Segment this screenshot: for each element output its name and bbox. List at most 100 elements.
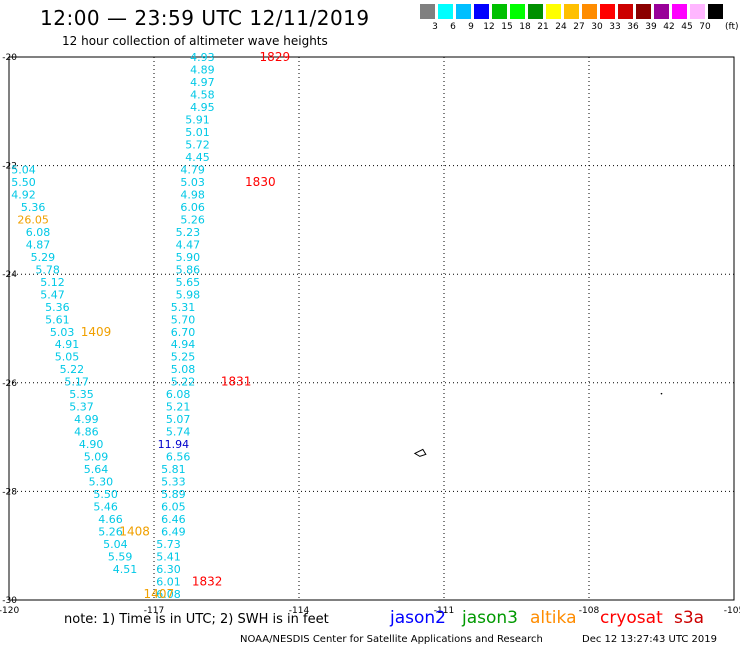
wave-height-label: 5.65 [176,276,201,289]
timestamp-text: Dec 12 13:27:43 UTC 2019 [582,634,717,645]
scale-label: 24 [555,22,567,32]
wave-height-label: 5.12 [40,276,65,289]
footer-note: note: 1) Time is in UTC; 2) SWH is in fe… [64,612,329,627]
scale-label: 15 [501,22,513,32]
pass-label: 1407 [144,587,175,601]
pass-label: 1408 [119,525,150,539]
wave-height-label: 26.05 [17,213,49,226]
wave-height-label: 4.92 [11,188,36,201]
scale-swatch [474,4,489,19]
x-tick-label: -111 [434,606,454,616]
wave-height-label: 5.35 [69,388,94,401]
wave-height-label: 5.22 [171,376,196,389]
scale-label: 45 [681,22,693,32]
wave-height-label: 4.47 [176,238,201,251]
wave-height-label: 4.99 [74,413,99,426]
scale-label: 36 [627,22,639,32]
wave-height-label: 6.56 [166,451,191,464]
scale-swatch [654,4,669,19]
scale-swatch [708,4,723,19]
scale-swatch [546,4,561,19]
scale-swatch [456,4,471,19]
wave-height-label: 4.79 [180,163,205,176]
wave-height-label: 5.21 [166,401,191,414]
wave-height-label: 4.91 [55,338,80,351]
plot-frame [8,56,735,601]
wave-height-label: 5.08 [171,363,196,376]
x-tick-label: -114 [289,606,310,616]
wave-height-label: 5.04 [103,538,128,551]
wave-height-label: 6.46 [161,513,186,526]
pass-label: 1830 [245,175,276,189]
wave-height-label: 4.51 [113,563,138,576]
wave-height-label: 5.90 [176,251,201,264]
scale-label: 39 [645,22,657,32]
wave-height-label: 4.87 [26,238,51,251]
wave-height-label: 5.31 [171,301,196,314]
wave-height-label: 5.47 [40,288,65,301]
wave-height-label: 5.46 [93,501,118,514]
scale-label: 6 [450,22,456,32]
scale-swatch [528,4,543,19]
wave-height-label: 5.25 [171,351,196,364]
y-tick-label: -24 [2,270,17,280]
wave-height-label: 5.41 [156,551,181,564]
wave-height-label: 5.72 [185,138,210,151]
pass-label: 1829 [260,50,291,64]
scale-swatch [672,4,687,19]
wave-height-label: 5.29 [31,251,56,264]
wave-height-label: 5.91 [185,113,210,126]
wave-height-label: 4.58 [190,88,215,101]
wave-height-label: 5.74 [166,426,191,439]
wave-height-label: 5.36 [45,301,70,314]
wave-height-label: 5.26 [98,526,123,539]
y-tick-label: -26 [2,379,17,389]
wave-height-label: 5.61 [45,313,70,326]
wave-height-label: 5.22 [60,363,85,376]
wave-height-label: 5.37 [69,401,94,414]
scale-swatch [564,4,579,19]
legend-jason3: jason3 [462,608,518,628]
scale-swatch [690,4,705,19]
wave-height-label: 4.66 [98,513,123,526]
scale-label: 12 [483,22,495,32]
island-shape [413,448,427,457]
wave-height-label: 5.59 [108,551,133,564]
wave-height-label: 5.70 [171,313,196,326]
scale-label: 18 [519,22,531,32]
wave-height-label: 6.06 [180,201,205,214]
chart-subtitle: 12 hour collection of altimeter wave hei… [62,34,328,48]
wave-height-label: 5.23 [176,226,201,239]
wave-height-label: 6.08 [156,588,181,601]
wave-height-label: 5.50 [93,488,118,501]
wave-height-label: 5.86 [176,263,201,276]
wave-height-label: 4.93 [190,51,215,64]
wave-height-label: 6.08 [26,226,51,239]
wave-height-label: 4.97 [190,76,215,89]
scale-swatch [420,4,435,19]
scale-swatch [636,4,651,19]
wave-height-label: 5.64 [84,463,109,476]
wave-height-label: 5.03 [180,176,205,189]
wave-height-label: 4.98 [180,188,205,201]
wave-height-label: 6.05 [161,501,186,514]
scale-label: 27 [573,22,585,32]
wave-height-label: 5.73 [156,538,181,551]
legend-cryosat: cryosat [600,608,663,628]
chart-title: 12:00 — 23:59 UTC 12/11/2019 [40,6,370,30]
wave-height-label: 6.70 [171,326,196,339]
scale-label: 70 [699,22,711,32]
wave-height-label: 4.86 [74,426,99,439]
wave-height-label: 11.94 [158,438,190,451]
y-tick-label: -30 [2,596,17,606]
wave-height-label: 5.26 [180,213,205,226]
wave-height-label: 5.78 [35,263,60,276]
pass-label: 1832 [192,575,223,589]
wave-height-label: 4.94 [171,338,196,351]
x-tick-label: -120 [0,606,19,616]
y-tick-label: -20 [2,53,17,63]
island-dot [660,392,663,395]
scale-swatch [582,4,597,19]
wave-height-label: 5.09 [84,451,109,464]
